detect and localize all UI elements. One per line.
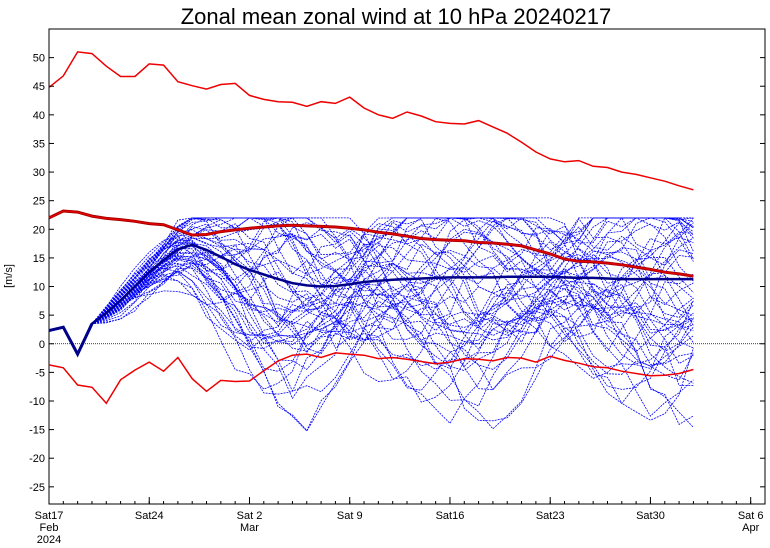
ensemble-member-line bbox=[48, 257, 694, 367]
x-tick-label: Sat 2 bbox=[237, 510, 263, 522]
ensemble-member-line bbox=[48, 244, 694, 393]
y-tick-label: 5 bbox=[39, 310, 45, 322]
y-tick-label: 50 bbox=[33, 53, 45, 65]
x-tick-label: Sat23 bbox=[536, 510, 565, 522]
y-tick-label: 40 bbox=[33, 110, 45, 122]
ensemble-member-line bbox=[48, 267, 694, 432]
y-tick-label: 15 bbox=[33, 253, 45, 265]
ensemble-member-line bbox=[48, 223, 694, 355]
y-tick-label: -5 bbox=[35, 367, 45, 379]
series-lines bbox=[48, 51, 694, 405]
ensemble-member-line bbox=[48, 234, 694, 355]
ensemble-member-line bbox=[48, 267, 694, 383]
ensemble-member-line bbox=[48, 217, 694, 355]
ensemble-member-line bbox=[48, 224, 694, 355]
y-tick-label: -10 bbox=[29, 396, 45, 408]
x-tick-label: Sat 9 bbox=[337, 510, 363, 522]
ensemble-member-line bbox=[48, 240, 694, 370]
x-tick-label: Sat16 bbox=[436, 510, 465, 522]
x-tick-label: Feb bbox=[40, 522, 59, 534]
chart-title: Zonal mean zonal wind at 10 hPa 20240217 bbox=[181, 4, 612, 29]
y-tick-label: -20 bbox=[29, 453, 45, 465]
ensemble-member-line bbox=[48, 262, 694, 432]
ensemble-member-line bbox=[48, 217, 694, 355]
x-tick-label: Sat24 bbox=[135, 510, 164, 522]
x-tick-label: Apr bbox=[742, 522, 759, 534]
y-tick-label: 20 bbox=[33, 224, 45, 236]
y-tick-label: 10 bbox=[33, 282, 45, 294]
ensemble-member-line bbox=[48, 217, 694, 355]
series-line-ensemble-mean bbox=[48, 243, 694, 357]
x-tick-label: Sat17 bbox=[35, 510, 64, 522]
y-tick-label: 45 bbox=[33, 81, 45, 93]
y-tick-label: -15 bbox=[29, 425, 45, 437]
ensemble-member-line bbox=[48, 270, 694, 370]
ensemble-member-line bbox=[48, 264, 694, 355]
ensemble-member-line bbox=[48, 242, 694, 400]
y-axis: -25 -20 -15 -10 -5 0 5 10 15 20 25 30 35 40 45 50 bbox=[29, 53, 765, 494]
y-tick-label: 25 bbox=[33, 196, 45, 208]
ensemble-member-line bbox=[48, 227, 694, 365]
ensemble-member-line bbox=[48, 217, 694, 355]
y-tick-label: -25 bbox=[29, 482, 45, 494]
ensemble-member-line bbox=[48, 237, 694, 355]
plot-area bbox=[48, 28, 766, 505]
ensemble-member-line bbox=[48, 251, 694, 355]
ensemble-member-line bbox=[48, 217, 694, 355]
series-line-climatology-mean-highlight bbox=[48, 210, 694, 277]
x-tick-label: Mar bbox=[240, 522, 259, 534]
x-tick-label: Sat30 bbox=[636, 510, 665, 522]
y-tick-label: 35 bbox=[33, 138, 45, 150]
x-tick-label: 2024 bbox=[37, 534, 61, 546]
ensemble-members bbox=[48, 217, 694, 432]
series-line-climatology-max bbox=[48, 51, 694, 191]
ensemble-member-line bbox=[48, 242, 694, 355]
y-axis-label: [m/s] bbox=[3, 264, 15, 288]
y-tick-label: 0 bbox=[39, 339, 45, 351]
ensemble-member-line bbox=[48, 255, 694, 355]
y-tick-label: 30 bbox=[33, 167, 45, 179]
ensemble-member-line bbox=[48, 217, 694, 355]
ensemble-member-line bbox=[48, 217, 694, 355]
ensemble-member-line bbox=[48, 237, 694, 355]
series-line-climatology-min bbox=[48, 352, 694, 405]
x-tick-label: Sat 6 bbox=[738, 510, 764, 522]
analysis-line bbox=[48, 323, 94, 358]
ensemble-member-line bbox=[48, 217, 694, 355]
ensemble-member-line bbox=[48, 267, 694, 425]
ensemble-member-line bbox=[48, 217, 694, 355]
